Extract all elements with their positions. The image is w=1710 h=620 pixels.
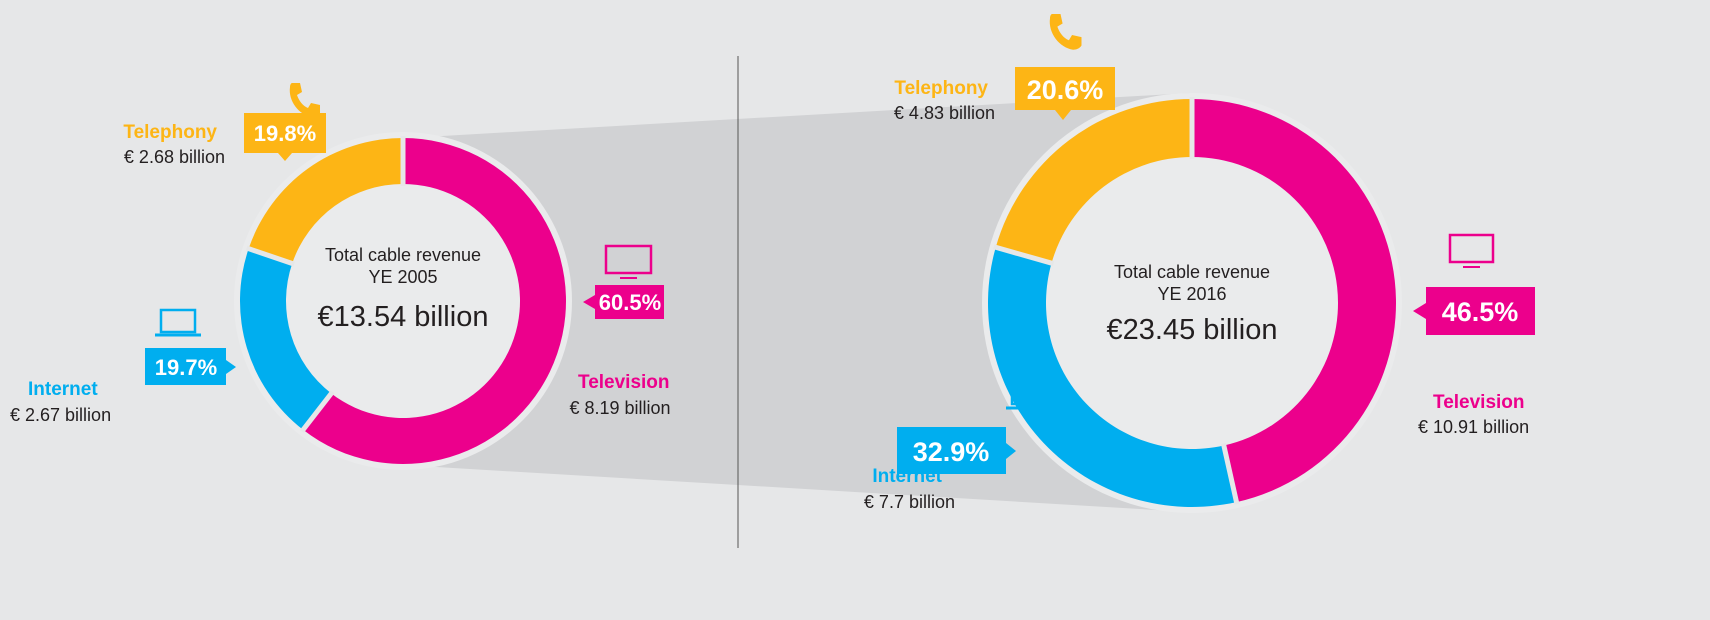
television-amount: € 8.19 billion xyxy=(569,398,670,418)
internet-label: Internet xyxy=(28,379,98,400)
telephony-badge xyxy=(244,113,326,161)
telephony-amount: € 4.83 billion xyxy=(894,103,995,123)
laptop-icon xyxy=(1006,377,1052,410)
tv-icon xyxy=(604,244,653,279)
television-percent: 46.5% xyxy=(1442,297,1519,327)
internet-amount: € 7.7 billion xyxy=(864,492,955,512)
laptop-icon xyxy=(155,308,201,337)
internet-badge xyxy=(897,427,1016,474)
television-badge xyxy=(1413,287,1535,335)
center-year: YE 2016 xyxy=(1157,284,1226,304)
donut-segment-television xyxy=(1192,99,1397,503)
center-label: Total cable revenue xyxy=(1114,262,1270,282)
telephony-amount: € 2.68 billion xyxy=(124,147,225,167)
telephony-percent: 20.6% xyxy=(1027,75,1104,105)
center-year: YE 2005 xyxy=(368,267,437,287)
donut-2016 xyxy=(982,93,1402,513)
phone-icon xyxy=(289,83,320,117)
center-label: Total cable revenue xyxy=(325,245,481,265)
donut-segment-telephony xyxy=(995,99,1192,264)
internet-badge xyxy=(145,348,236,385)
center-total: €13.54 billion xyxy=(318,301,489,333)
growth-shading xyxy=(420,93,1190,512)
segment-separator xyxy=(1220,442,1240,505)
internet-percent: 19.7% xyxy=(155,355,217,380)
donut-segment-television xyxy=(303,138,566,464)
internet-percent: 32.9% xyxy=(913,437,990,467)
telephony-label: Telephony xyxy=(123,122,217,143)
donut-segment-telephony xyxy=(248,138,403,264)
television-label: Television xyxy=(578,372,670,393)
donut-segment-internet xyxy=(988,247,1237,508)
donut-2005 xyxy=(234,132,572,470)
phone-icon xyxy=(1049,14,1082,50)
segment-separator xyxy=(299,390,335,433)
telephony-badge xyxy=(1015,67,1115,120)
television-badge xyxy=(583,285,664,319)
segment-separator xyxy=(993,244,1055,267)
television-percent: 60.5% xyxy=(599,290,661,315)
telephony-percent: 19.8% xyxy=(254,121,316,146)
segment-separator xyxy=(245,245,295,267)
tv-icon xyxy=(1448,233,1495,268)
donut-segment-internet xyxy=(239,248,332,430)
center-total: €23.45 billion xyxy=(1107,314,1278,346)
internet-amount: € 2.67 billion xyxy=(10,405,111,425)
television-amount: € 10.91 billion xyxy=(1418,417,1529,437)
television-label: Television xyxy=(1433,392,1525,413)
telephony-label: Telephony xyxy=(894,78,988,99)
